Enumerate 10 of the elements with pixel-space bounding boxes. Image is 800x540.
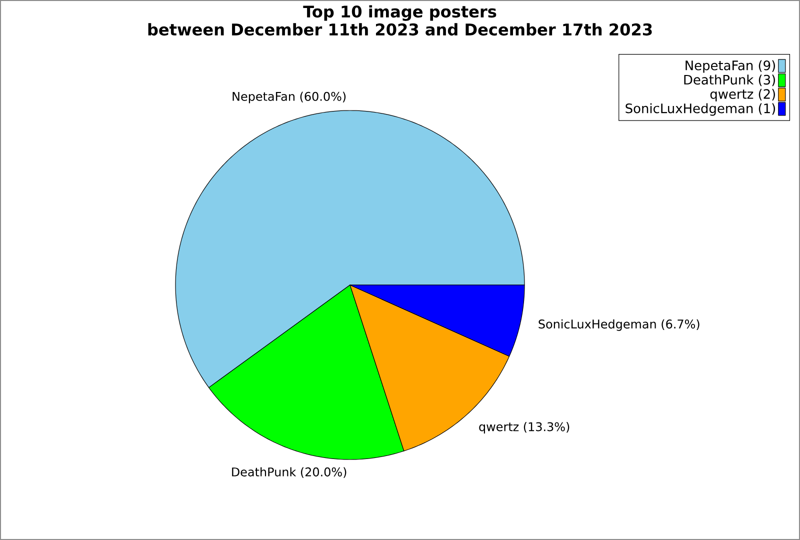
legend-label: DeathPunk (3) bbox=[684, 74, 775, 86]
data-label: DeathPunk (20.0%) bbox=[232, 467, 346, 478]
legend-label: qwertz (2) bbox=[710, 88, 775, 102]
legend-label: SonicLuxHedgeman (1) bbox=[626, 103, 776, 116]
data-label: qwertz (13.3%) bbox=[479, 422, 570, 434]
legend-label: NepetaFan (9) bbox=[686, 60, 775, 73]
chart-subtitle: between December 11th 2023 and December 17th 2023 bbox=[148, 23, 652, 36]
chart-title: Top 10 image posters bbox=[303, 5, 496, 21]
data-label: NepetaFan (60.0%) bbox=[232, 92, 346, 104]
data-label: SonicLuxHedgeman (6.7%) bbox=[538, 319, 700, 331]
